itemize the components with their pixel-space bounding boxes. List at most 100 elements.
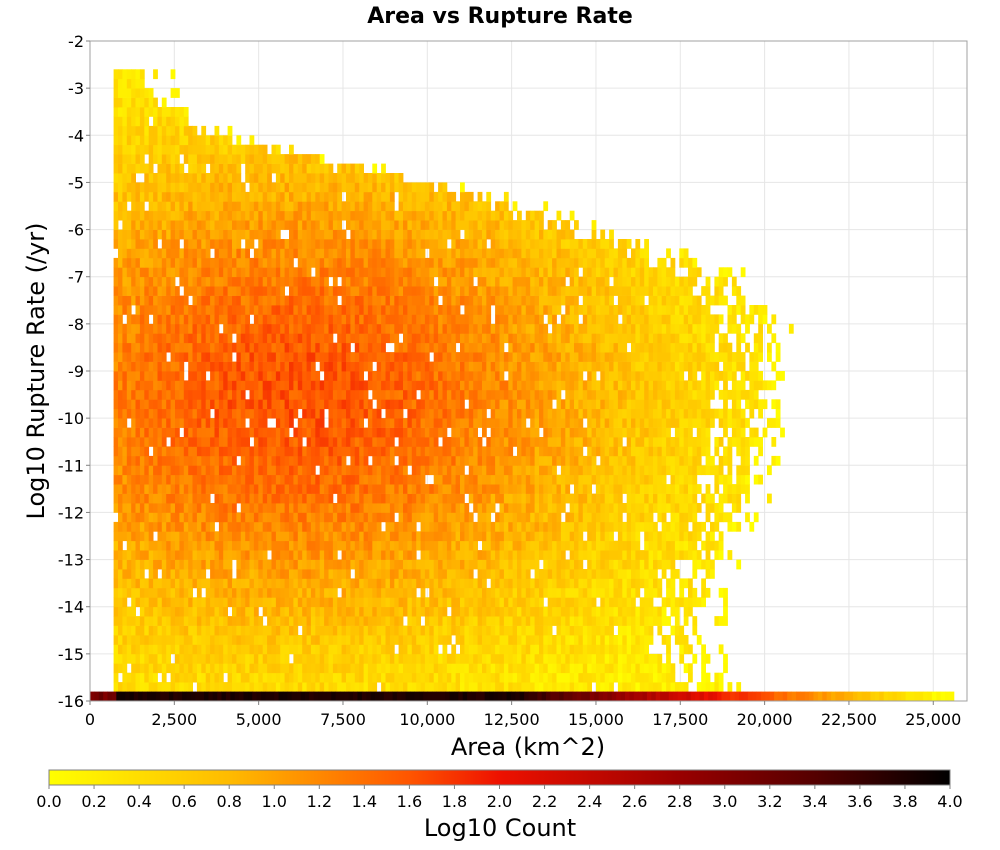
- heatmap-cell: [218, 569, 224, 579]
- heatmap-cell: [363, 663, 369, 674]
- heatmap-cell: [521, 493, 527, 504]
- heatmap-cell: [179, 616, 185, 626]
- heatmap-cell: [438, 371, 443, 381]
- heatmap-cell: [556, 418, 562, 428]
- heatmap-cell: [126, 465, 132, 476]
- heatmap-cell: [398, 408, 404, 419]
- heatmap-cell: [267, 578, 272, 589]
- heatmap-cell: [446, 371, 452, 381]
- heatmap-cell: [354, 682, 360, 692]
- heatmap-cell: [354, 503, 360, 513]
- heatmap-cell: [175, 352, 180, 362]
- heatmap-cell: [249, 616, 255, 626]
- heatmap-cell: [135, 512, 141, 523]
- heatmap-cell: [249, 578, 255, 589]
- heatmap-cell: [460, 635, 465, 645]
- heatmap-cell: [381, 446, 386, 457]
- heatmap-cell: [525, 399, 531, 410]
- heatmap-cell: [126, 484, 132, 494]
- heatmap-cell: [236, 682, 242, 692]
- heatmap-cell: [385, 569, 391, 579]
- heatmap-cell: [118, 465, 123, 476]
- heatmap-cell: [267, 540, 272, 551]
- heatmap-cell: [411, 352, 417, 362]
- heatmap-cell: [319, 465, 325, 476]
- heatmap-cell: [113, 644, 119, 655]
- heatmap-cell: [306, 672, 312, 683]
- heatmap-cell: [398, 569, 404, 579]
- heatmap-cell: [626, 408, 632, 419]
- heatmap-cell: [363, 597, 369, 608]
- heatmap-cell: [596, 663, 601, 674]
- heatmap-cell: [547, 484, 553, 494]
- heatmap-cell: [218, 644, 224, 655]
- heatmap-cell: [398, 380, 404, 391]
- heatmap-cell: [644, 455, 649, 466]
- heatmap-cell: [486, 512, 492, 523]
- heatmap-cell: [657, 389, 663, 400]
- heatmap-cell: [736, 446, 742, 457]
- heatmap-cell: [731, 521, 737, 532]
- heatmap-cell: [486, 371, 492, 381]
- heatmap-cell: [192, 512, 198, 523]
- heatmap-cell: [337, 437, 342, 447]
- heatmap-cell: [398, 455, 404, 466]
- heatmap-cell: [547, 597, 553, 608]
- heatmap-cell: [218, 427, 224, 438]
- heatmap-cell: [442, 342, 448, 353]
- heatmap-cell: [131, 540, 136, 551]
- heatmap-cell: [560, 653, 566, 664]
- heatmap-cell: [113, 587, 119, 598]
- heatmap-cell: [442, 399, 448, 410]
- heatmap-cell: [613, 437, 619, 447]
- heatmap-cell: [170, 380, 176, 391]
- heatmap-cell: [262, 672, 268, 683]
- heatmap-cell: [253, 663, 259, 674]
- heatmap-cell: [433, 559, 439, 570]
- heatmap-cell: [284, 653, 290, 664]
- heatmap-cell: [126, 550, 132, 560]
- heatmap-cell: [749, 371, 755, 381]
- heatmap-cell: [596, 446, 601, 457]
- heatmap-cell: [122, 342, 128, 353]
- heatmap-cell: [267, 446, 272, 457]
- heatmap-cell: [367, 578, 373, 589]
- heatmap-cell: [723, 389, 728, 400]
- heatmap-cell: [280, 389, 285, 400]
- heatmap-cell: [354, 616, 360, 626]
- heatmap-cell: [324, 474, 329, 485]
- heatmap-cell: [653, 653, 658, 664]
- heatmap-cell: [464, 521, 470, 532]
- heatmap-cell: [381, 559, 386, 570]
- heatmap-cell: [192, 503, 198, 513]
- heatmap-cell: [534, 682, 540, 692]
- heatmap-cell: [376, 578, 382, 589]
- heatmap-cell: [587, 559, 592, 570]
- heatmap-cell: [696, 550, 702, 560]
- heatmap-cell: [280, 408, 285, 419]
- heatmap-cell: [196, 597, 202, 608]
- heatmap-cell: [394, 352, 400, 362]
- heatmap-cell: [530, 493, 535, 504]
- heatmap-cell: [183, 559, 189, 570]
- heatmap-cell: [490, 493, 496, 504]
- heatmap-cell: [367, 540, 373, 551]
- heatmap-cell: [280, 550, 285, 560]
- heatmap-cell: [560, 625, 566, 636]
- heatmap-cell: [451, 455, 457, 466]
- heatmap-cell: [240, 682, 246, 692]
- heatmap-cell: [416, 408, 421, 419]
- heatmap-cell: [306, 587, 312, 598]
- heatmap-cell: [245, 474, 250, 485]
- heatmap-cell: [692, 474, 698, 485]
- heatmap-cell: [188, 653, 193, 664]
- heatmap-cell: [600, 550, 606, 560]
- heatmap-cell: [569, 550, 575, 560]
- heatmap-cell: [622, 531, 628, 542]
- heatmap-cell: [503, 512, 509, 523]
- heatmap-cell: [657, 455, 663, 466]
- heatmap-cell: [328, 361, 334, 372]
- heatmap-cell: [473, 484, 478, 494]
- heatmap-cell: [512, 427, 518, 438]
- heatmap-cell: [609, 361, 614, 372]
